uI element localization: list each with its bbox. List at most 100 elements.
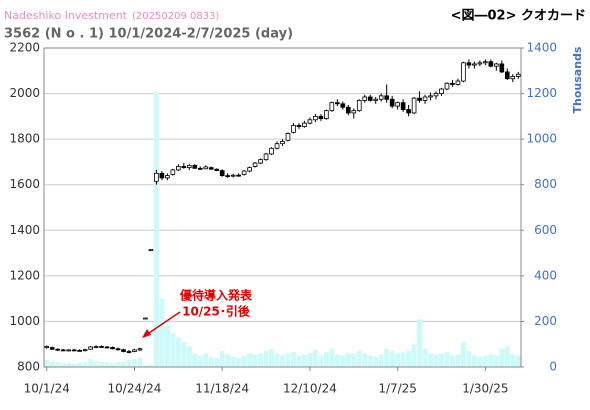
- candle-body: [324, 110, 329, 120]
- volume-bar: [49, 361, 55, 367]
- y-tick-label: 1400: [9, 223, 40, 237]
- candle-body: [44, 346, 50, 349]
- candle-body: [307, 119, 313, 124]
- x-tick-label: 1/30/25: [462, 382, 508, 396]
- volume-bar: [395, 353, 401, 367]
- candle-body: [428, 95, 433, 98]
- volume-bar: [110, 362, 116, 367]
- volume-bar: [444, 352, 450, 367]
- candle-body: [395, 102, 400, 107]
- volume-bar: [252, 354, 258, 367]
- candle-body: [450, 82, 455, 85]
- candle-body: [472, 63, 477, 66]
- volume-bar: [356, 351, 362, 367]
- subtitle: 3562 (N o . 1) 10/1/2024-2/7/2025 (day): [4, 27, 293, 42]
- candle-body: [302, 122, 307, 128]
- x-tick-label: 1/7/25: [378, 382, 417, 396]
- candle-body: [60, 349, 66, 352]
- volume-bar: [126, 360, 132, 367]
- volume-bar: [219, 351, 225, 367]
- candle-body: [203, 166, 209, 170]
- candle-body: [389, 98, 395, 107]
- volume-bar: [131, 359, 137, 367]
- volume-bar: [137, 357, 143, 367]
- volume-bar: [296, 355, 302, 367]
- candle-body: [170, 169, 176, 175]
- volume-bar: [258, 353, 264, 367]
- candle-body: [362, 96, 368, 101]
- candle-body: [165, 175, 170, 179]
- volume-bar: [449, 355, 455, 367]
- volume-bar: [493, 355, 499, 367]
- volume-bar: [203, 353, 209, 367]
- volume-bar: [334, 354, 340, 367]
- candle-body: [313, 115, 318, 121]
- volume-bar: [44, 360, 50, 367]
- volume-bar: [230, 356, 236, 367]
- candle-body: [499, 63, 505, 73]
- y2-tick-label: 1400: [526, 41, 557, 55]
- annotation: 優待導入発表: [179, 288, 253, 303]
- volume-bar: [186, 346, 192, 367]
- candle-body: [439, 88, 444, 94]
- candle-body: [406, 109, 411, 114]
- candle-body: [110, 347, 115, 350]
- candle-body: [247, 167, 252, 172]
- plot-border: [43, 47, 522, 368]
- y2-tick-label: 0: [549, 360, 557, 374]
- candle-body: [455, 80, 461, 85]
- volume-bar: [208, 356, 214, 367]
- candle-body: [335, 102, 340, 105]
- volume-bar: [104, 362, 110, 367]
- volume-bar: [515, 355, 521, 367]
- candle-body: [411, 97, 417, 114]
- volume-bar: [197, 355, 203, 367]
- candle-body: [367, 96, 373, 101]
- volume-bar: [428, 353, 434, 367]
- candle-body: [510, 76, 516, 80]
- volume-bar: [236, 357, 242, 367]
- candle-body: [329, 102, 335, 112]
- volume-bar: [214, 357, 220, 367]
- candle-body: [280, 141, 285, 145]
- volume-bar: [367, 355, 373, 367]
- volume-bar: [301, 354, 307, 367]
- volume-bar: [153, 92, 159, 367]
- candle-body: [515, 73, 521, 77]
- candle-body: [296, 125, 302, 128]
- volume-bar: [378, 354, 384, 367]
- volume-bar: [351, 353, 357, 367]
- volume-bar: [71, 363, 77, 367]
- y2-tick-label: 1200: [526, 86, 557, 100]
- timestamp: (20250209 0833): [132, 11, 219, 22]
- volume-bar: [307, 353, 313, 367]
- candle-body: [252, 162, 258, 167]
- volume-bar: [241, 355, 247, 367]
- volume-bar: [417, 319, 423, 367]
- volume-bar: [99, 361, 105, 367]
- volume-bar: [66, 362, 72, 367]
- volume-bar: [115, 362, 121, 367]
- volume-bar: [274, 353, 280, 367]
- candle-body: [49, 347, 55, 350]
- candle-body: [373, 98, 379, 101]
- volume-bar: [466, 351, 472, 367]
- volume-bar: [488, 354, 494, 367]
- candle-body: [143, 317, 148, 320]
- y2-tick-label: 600: [534, 223, 557, 237]
- candle-body: [99, 346, 104, 348]
- volume-bar: [55, 362, 61, 367]
- candle-body: [351, 110, 357, 114]
- candle-body: [159, 172, 165, 179]
- volume-bar: [323, 352, 329, 367]
- volume-bar: [164, 325, 170, 367]
- volume-bar: [148, 364, 154, 367]
- candle-body: [115, 348, 121, 351]
- candle-body: [230, 174, 236, 177]
- volume-bar: [159, 298, 165, 367]
- candle-body: [291, 125, 296, 133]
- candle-body: [488, 61, 494, 67]
- candle-body: [263, 153, 269, 161]
- candle-body: [93, 346, 99, 348]
- candle-body: [356, 100, 362, 112]
